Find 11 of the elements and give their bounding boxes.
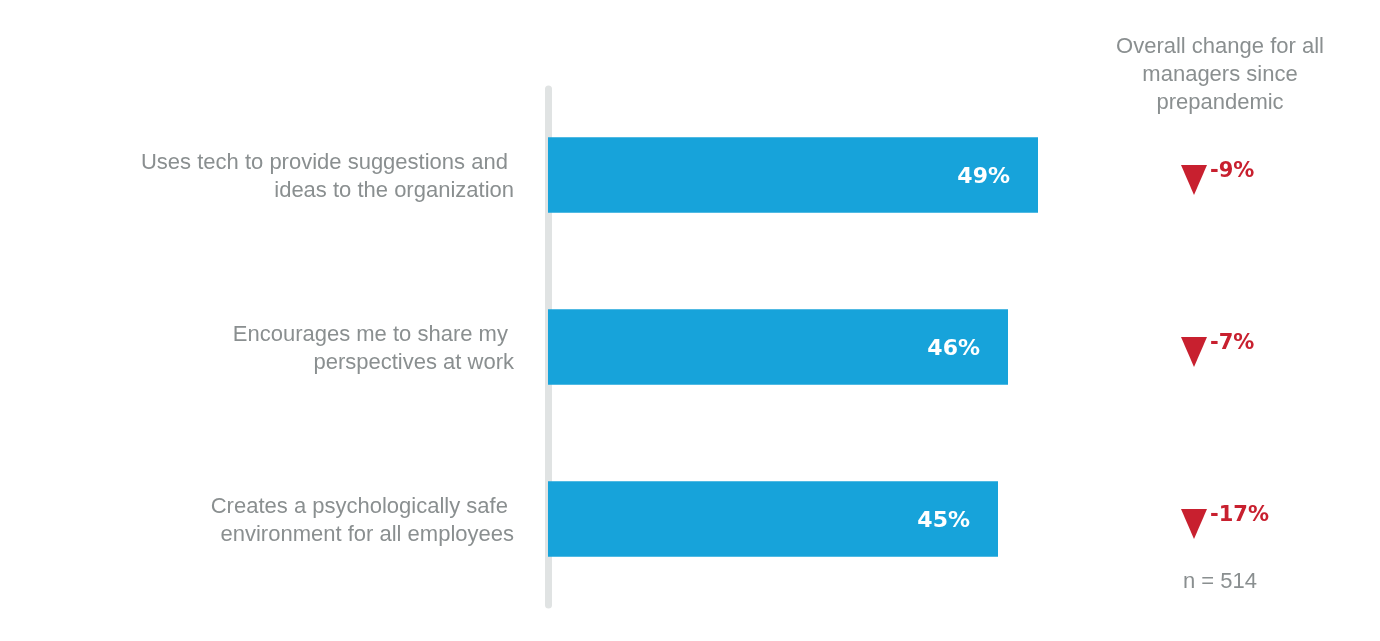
text: -17% xyxy=(1210,502,1269,526)
data-label: 45% xyxy=(917,506,970,532)
text: -9% xyxy=(1210,158,1255,182)
y-tick-label: Encourages me to share my perspectives at work xyxy=(232,320,515,374)
data-label: 49% xyxy=(957,162,1010,188)
text: -7% xyxy=(1210,330,1255,354)
text: Overall change for all managers since prepandemic xyxy=(1115,32,1325,116)
text: n = 514 xyxy=(1182,568,1258,594)
data-label: 46% xyxy=(927,334,980,360)
y-tick-label: Creates a psychologically safe environment for all employees xyxy=(210,492,514,546)
y-tick-label: Uses tech to provide suggestions and ideas to the organization xyxy=(140,148,514,202)
